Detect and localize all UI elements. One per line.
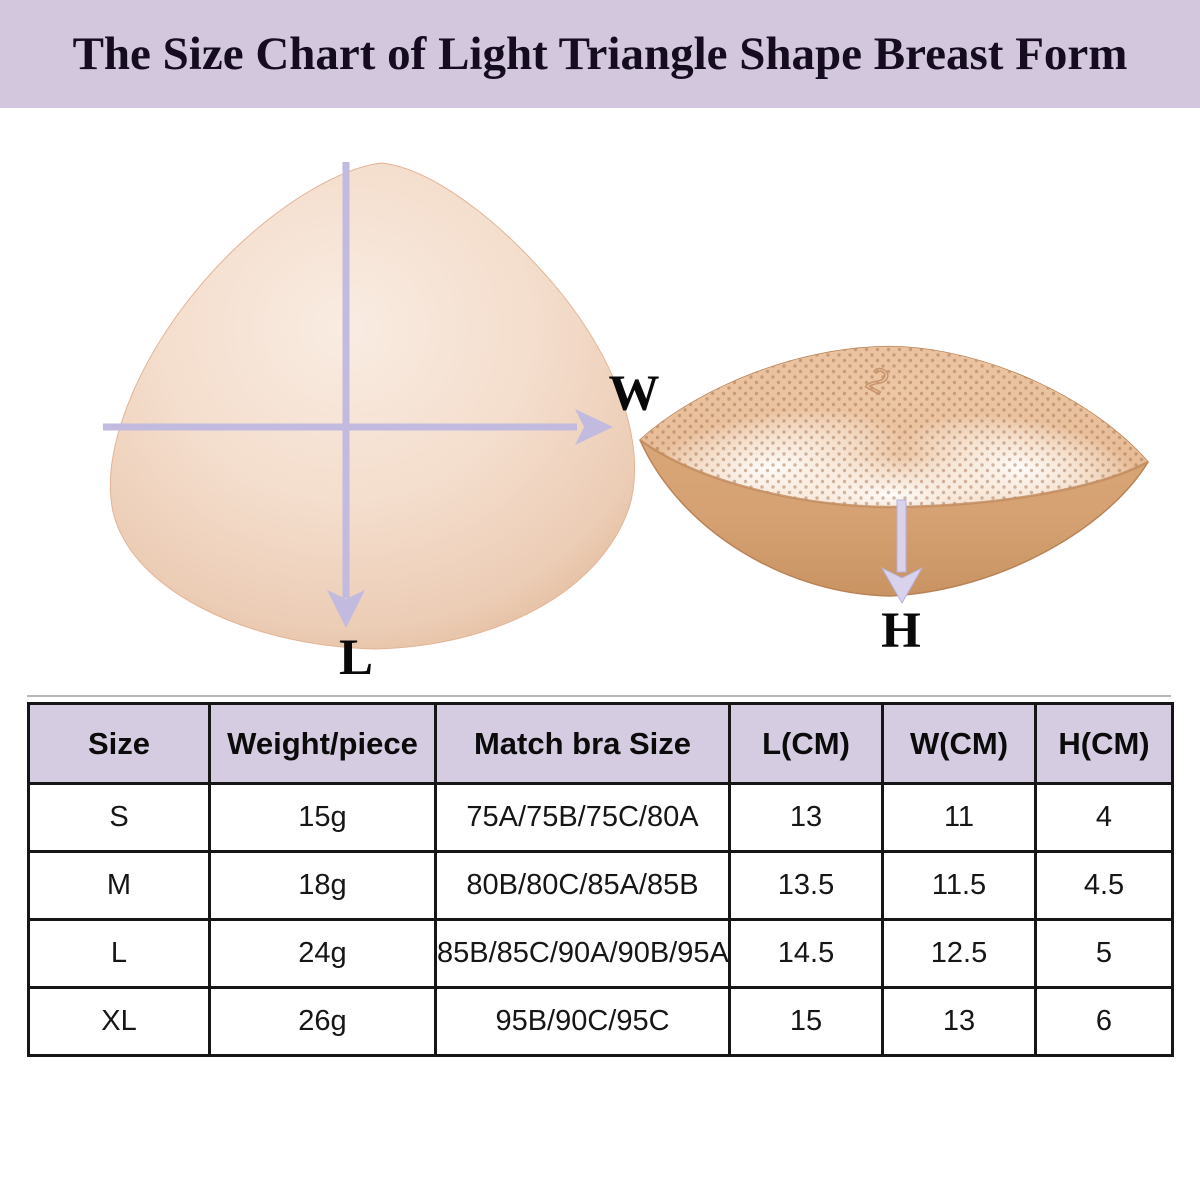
table-cell: 13 — [881, 986, 1037, 1057]
table-cell: 12.5 — [881, 918, 1037, 989]
table-cell: 18g — [208, 850, 437, 921]
width-label: W — [609, 366, 660, 422]
table-row-xl: XL 26g 95B/90C/95C 15 13 6 — [27, 986, 1174, 1057]
length-label: L — [339, 630, 373, 686]
table-cell: 80B/80C/85A/85B — [434, 850, 731, 921]
table-cell: 15g — [208, 782, 437, 853]
table-cell: 6 — [1034, 986, 1174, 1057]
table-cell: 85B/85C/90A/90B/95A — [434, 918, 731, 989]
table-cell: S — [27, 782, 211, 853]
length-arrow — [327, 162, 365, 628]
column-header-size: Size — [27, 702, 211, 785]
table-cell: 14.5 — [728, 918, 884, 989]
table-cell: 4.5 — [1034, 850, 1174, 921]
insert-pad-side-image: 2 — [639, 345, 1149, 597]
table-cell: 95B/90C/95C — [434, 986, 731, 1057]
column-header-w-cm: W(CM) — [881, 702, 1037, 785]
column-header-l-cm: L(CM) — [728, 702, 884, 785]
table-cell: 24g — [208, 918, 437, 989]
width-arrow — [103, 409, 613, 445]
table-row-l: L 24g 85B/85C/90A/90B/95A 14.5 12.5 5 — [27, 918, 1174, 989]
height-label: H — [881, 603, 921, 659]
table-row-s: S 15g 75A/75B/75C/80A 13 11 4 — [27, 782, 1174, 853]
size-chart-table: Size Weight/piece Match bra Size L(CM) W… — [27, 702, 1174, 1057]
table-cell: 15 — [728, 986, 884, 1057]
height-arrow — [880, 499, 924, 605]
table-cell: L — [27, 918, 211, 989]
page-title: The Size Chart of Light Triangle Shape B… — [72, 28, 1128, 80]
table-cell: 26g — [208, 986, 437, 1057]
table-top-shadow — [27, 695, 1171, 697]
table-row-m: M 18g 80B/80C/85A/85B 13.5 11.5 4.5 — [27, 850, 1174, 921]
product-diagram: 2 W L H — [103, 162, 1149, 686]
column-header-match-bra-size: Match bra Size — [434, 702, 731, 785]
title-banner: The Size Chart of Light Triangle Shape B… — [0, 0, 1200, 108]
table-cell: M — [27, 850, 211, 921]
breast-form-front-image — [109, 162, 636, 650]
column-header-weight: Weight/piece — [208, 702, 437, 785]
table-cell: 5 — [1034, 918, 1174, 989]
table-cell: 11.5 — [881, 850, 1037, 921]
column-header-h-cm: H(CM) — [1034, 702, 1174, 785]
table-header-row: Size Weight/piece Match bra Size L(CM) W… — [27, 702, 1174, 785]
table-cell: XL — [27, 986, 211, 1057]
table-cell: 4 — [1034, 782, 1174, 853]
table-cell: 75A/75B/75C/80A — [434, 782, 731, 853]
table-cell: 11 — [881, 782, 1037, 853]
table-cell: 13.5 — [728, 850, 884, 921]
table-cell: 13 — [728, 782, 884, 853]
